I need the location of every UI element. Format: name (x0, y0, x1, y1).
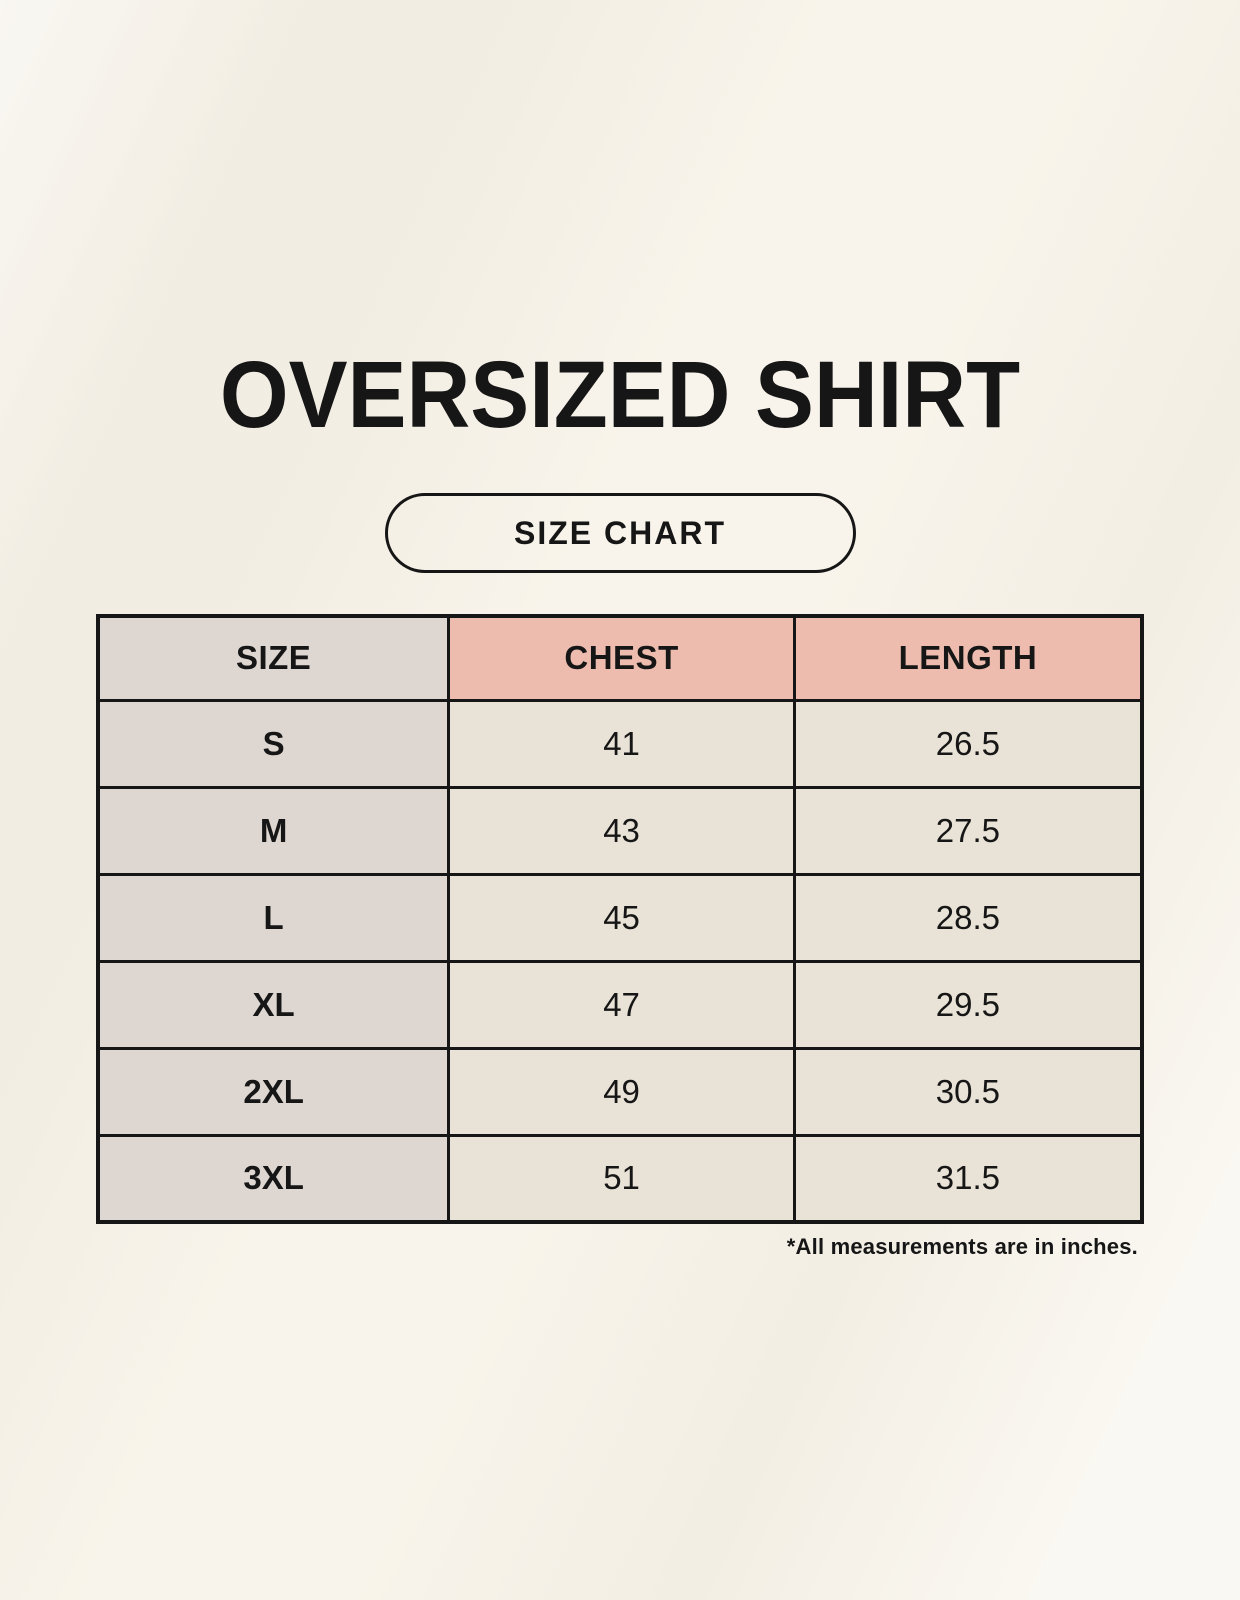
size-chart-badge: SIZE CHART (384, 493, 856, 573)
table-header-row: SIZE CHEST LENGTH (96, 614, 1144, 702)
size-cell: 3XL (96, 1133, 451, 1224)
chest-cell: 45 (447, 872, 796, 963)
table-row: L 45 28.5 (96, 872, 1144, 963)
size-chart-badge-label: SIZE CHART (514, 514, 726, 551)
length-cell: 29.5 (792, 959, 1144, 1050)
table-row: 2XL 49 30.5 (96, 1046, 1144, 1137)
chest-cell: 47 (447, 959, 796, 1050)
size-chart-page: OVERSIZED SHIRT SIZE CHART SIZE CHEST LE… (96, 0, 1144, 1260)
size-table-body: S 41 26.5 M 43 27.5 L 45 28.5 XL 47 29.5 2XL 49 30.5 3X… (96, 698, 1144, 1224)
length-cell: 30.5 (792, 1046, 1144, 1137)
column-header-chest: CHEST (447, 614, 796, 702)
length-cell: 26.5 (792, 698, 1144, 789)
table-row: S 41 26.5 (96, 698, 1144, 789)
chest-cell: 51 (447, 1133, 796, 1224)
column-header-size: SIZE (96, 614, 451, 702)
column-header-length: LENGTH (792, 614, 1144, 702)
size-cell: S (96, 698, 451, 789)
chest-cell: 43 (447, 785, 796, 876)
length-cell: 31.5 (792, 1133, 1144, 1224)
chest-cell: 49 (447, 1046, 796, 1137)
size-cell: 2XL (96, 1046, 451, 1137)
table-row: XL 47 29.5 (96, 959, 1144, 1050)
size-cell: L (96, 872, 451, 963)
size-chart-table: SIZE CHEST LENGTH S 41 26.5 M 43 27.5 L 45 28.5 X… (96, 614, 1144, 1224)
length-cell: 28.5 (792, 872, 1144, 963)
table-row: 3XL 51 31.5 (96, 1133, 1144, 1224)
length-cell: 27.5 (792, 785, 1144, 876)
size-cell: XL (96, 959, 451, 1050)
chest-cell: 41 (447, 698, 796, 789)
page-title: OVERSIZED SHIRT (219, 342, 1021, 448)
size-cell: M (96, 785, 451, 876)
measurements-footnote: *All measurements are in inches. (786, 1234, 1138, 1259)
table-row: M 43 27.5 (96, 785, 1144, 876)
